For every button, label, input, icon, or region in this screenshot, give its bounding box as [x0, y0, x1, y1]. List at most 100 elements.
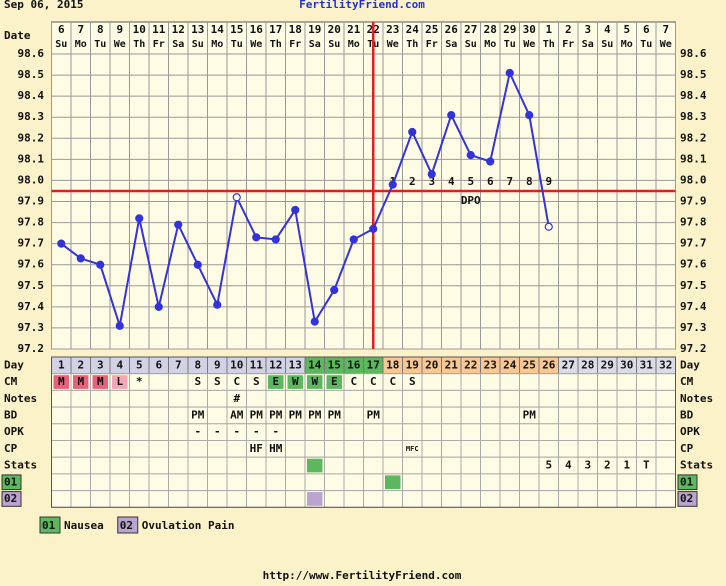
- table-cell: [168, 490, 189, 508]
- table-cell: [109, 406, 130, 425]
- date-label: 10: [133, 23, 146, 36]
- temperature-point: [505, 68, 514, 78]
- y-tick-label-right: 98.2: [680, 131, 707, 144]
- y-tick-label-right: 97.7: [680, 237, 707, 250]
- table-cell: [324, 423, 345, 441]
- table-cell: [70, 456, 91, 475]
- table-cell: [324, 456, 345, 475]
- table-cell: [246, 389, 267, 408]
- table-cell: [616, 389, 637, 408]
- table-cell: [636, 406, 657, 425]
- temperature-point: [232, 193, 241, 202]
- date-label: 28: [484, 23, 497, 36]
- date-label: 14: [211, 23, 225, 36]
- cell-highlight: [307, 458, 323, 473]
- table-cell: [343, 456, 364, 475]
- table-cell: [460, 423, 481, 441]
- cell-text: L: [116, 375, 123, 388]
- weekday-label: Mo: [348, 39, 360, 50]
- table-cell: [636, 389, 657, 408]
- table-cell: [538, 389, 559, 408]
- date-label: 6: [643, 23, 650, 36]
- date-label: 3: [584, 23, 591, 36]
- temperature-point: [154, 302, 163, 311]
- table-cell: [343, 473, 364, 492]
- y-tick-label: 98.4: [18, 89, 45, 102]
- y-tick-label: 98.3: [18, 110, 45, 123]
- table-cell: [558, 440, 579, 458]
- y-tick-label-right: 97.2: [680, 342, 707, 355]
- date-label: 29: [503, 23, 516, 36]
- table-cell: [148, 423, 169, 441]
- cell-text: -: [253, 425, 260, 438]
- day-row-label: Day: [4, 358, 24, 371]
- row-label-right: 01: [680, 475, 694, 488]
- date-label: 7: [77, 23, 84, 36]
- y-tick-label-right: 98.3: [680, 110, 707, 123]
- day-number: 22: [464, 358, 477, 371]
- cell-text: M: [77, 375, 84, 388]
- table-cell: [519, 473, 540, 492]
- temperature-point: [115, 321, 124, 330]
- table-cell: [168, 389, 189, 408]
- cell-text: #: [233, 392, 240, 405]
- table-cell: [402, 490, 423, 508]
- temperature-point: [349, 235, 358, 244]
- table-cell: [148, 473, 169, 492]
- table-cell: [324, 473, 345, 492]
- table-cell: [655, 490, 676, 508]
- temperature-point: [174, 220, 183, 229]
- table-cell: [168, 406, 189, 425]
- row-label-right: OPK: [680, 425, 700, 438]
- table-cell: [70, 440, 91, 458]
- row-label: Notes: [4, 392, 37, 405]
- cell-text: 2: [604, 459, 611, 472]
- row-label: BD: [4, 408, 18, 421]
- weekday-label: Sa: [445, 39, 457, 50]
- row-label: 02: [4, 492, 17, 505]
- cell-text: MFC: [406, 445, 419, 453]
- table-cell: [421, 373, 442, 391]
- date-label: 7: [662, 23, 669, 36]
- table-frame: [51, 356, 676, 508]
- table-cell: [207, 440, 228, 458]
- row-label: CM: [4, 375, 18, 388]
- date-label: 12: [172, 23, 185, 36]
- table-cell: [148, 389, 169, 408]
- table-cell: [109, 389, 130, 408]
- row-label-box: [1, 491, 22, 507]
- dpo-label: 7: [506, 175, 513, 188]
- table-cell: [480, 473, 501, 492]
- table-cell: [499, 440, 520, 458]
- table-cell: [207, 406, 228, 425]
- temperature-point: [544, 222, 553, 231]
- day-number: 24: [503, 358, 517, 371]
- day-number: 29: [601, 358, 614, 371]
- date-label: Date: [4, 29, 31, 42]
- table-cell: [616, 406, 637, 425]
- table-cell: [597, 389, 618, 408]
- table-cell: [304, 473, 325, 492]
- table-cell: [421, 456, 442, 475]
- table-cell: [382, 440, 403, 458]
- footer-url: http://www.FertilityFriend.com: [263, 569, 462, 582]
- table-cell: [421, 389, 442, 408]
- table-cell: [402, 389, 423, 408]
- cell-highlight: [268, 375, 284, 389]
- date-label: 2: [565, 23, 572, 36]
- table-cell: [558, 373, 579, 391]
- table-cell: [441, 406, 462, 425]
- table-cell: [285, 490, 306, 508]
- table-cell: [343, 423, 364, 441]
- weekday-label: Tu: [231, 39, 243, 50]
- table-cell: [382, 423, 403, 441]
- table-cell: [616, 490, 637, 508]
- table-cell: [109, 473, 130, 492]
- table-cell: [558, 423, 579, 441]
- cell-text: S: [253, 375, 260, 388]
- table-cell: [636, 423, 657, 441]
- table-cell: [168, 456, 189, 475]
- table-cell: [519, 440, 540, 458]
- temperature-point: [427, 170, 436, 179]
- day-number: 30: [620, 358, 633, 371]
